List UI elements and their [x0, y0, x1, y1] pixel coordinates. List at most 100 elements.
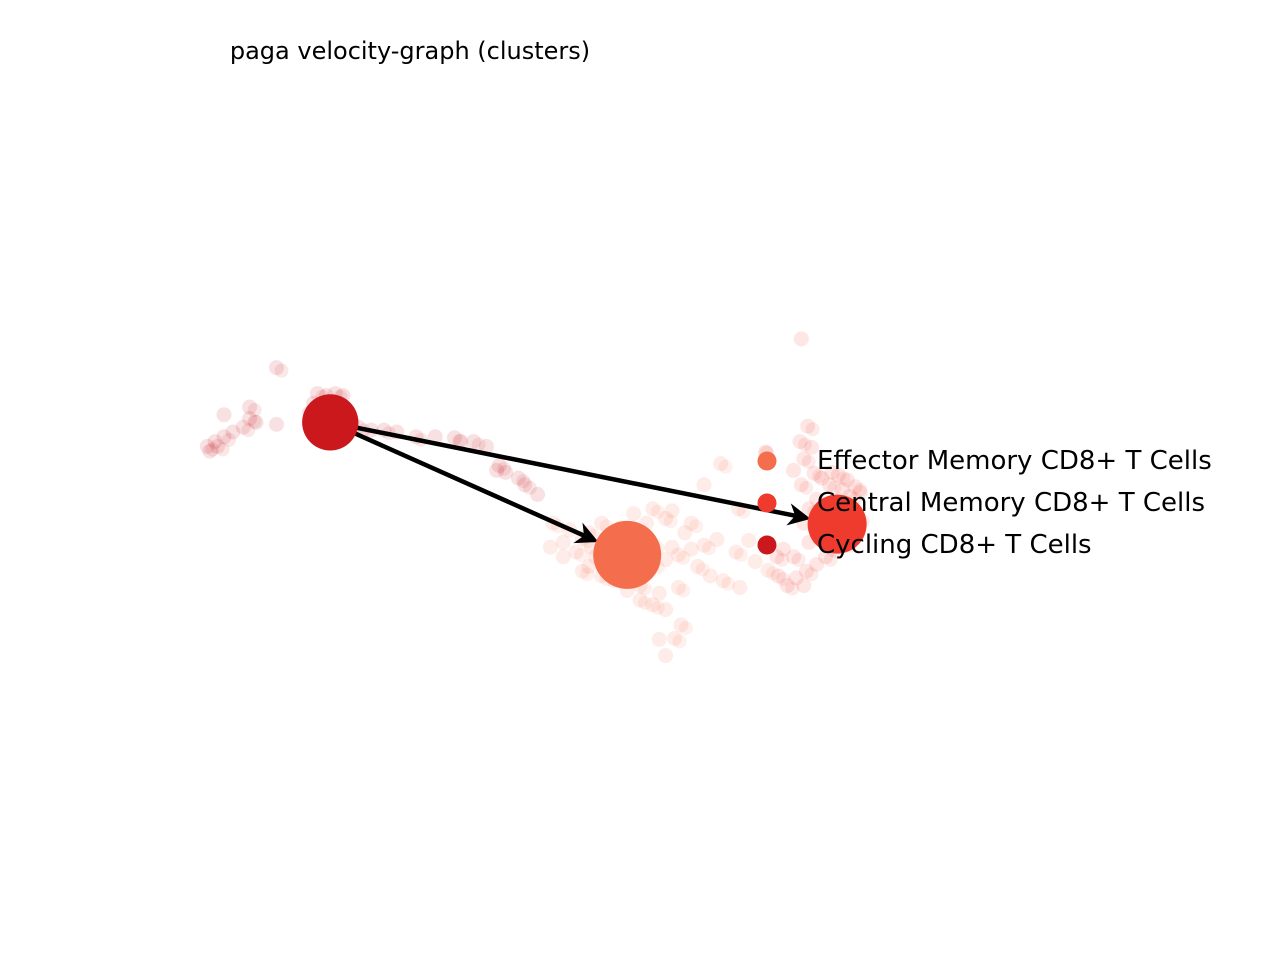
cell-point-series-1 [779, 578, 795, 594]
cell-point-series-2 [446, 430, 462, 446]
cell-point-series-1 [774, 552, 789, 567]
legend-marker [757, 493, 777, 513]
cell-point-series-0 [702, 568, 718, 584]
cell-point-series-2 [241, 423, 256, 438]
legend-marker [757, 535, 777, 555]
cell-point-series-0 [650, 504, 665, 519]
cell-point-series-2 [453, 434, 469, 450]
cell-point-series-1 [788, 570, 804, 586]
cell-point-series-1 [791, 552, 806, 567]
cell-point-series-0 [760, 562, 776, 578]
cell-point-series-2 [210, 438, 226, 454]
cell-point-series-2 [517, 477, 533, 493]
cell-point-series-2 [510, 470, 526, 486]
cell-point-series-0 [696, 477, 712, 493]
cell-point-series-2 [247, 403, 262, 418]
cell-point-series-0 [645, 597, 661, 613]
cell-point-series-0 [713, 456, 729, 472]
cell-point-series-1 [821, 477, 837, 493]
cell-point-series-0 [690, 558, 706, 574]
cell-point-series-0 [732, 580, 748, 596]
cell-point-series-1 [786, 462, 802, 478]
cell-point-series-0 [651, 585, 667, 601]
cell-point-series-0 [683, 541, 699, 557]
cell-point-series-1 [812, 469, 827, 484]
cell-point-series-1 [853, 482, 868, 497]
cell-point-series-1 [798, 563, 814, 579]
cell-point-series-2 [489, 462, 505, 478]
cell-point-series-0 [574, 548, 588, 562]
velocity-edges [337, 421, 811, 544]
cell-point-series-1 [847, 479, 863, 495]
cell-point-series-0 [673, 617, 689, 633]
cell-point-series-0 [580, 567, 595, 582]
cell-point-series-1 [801, 454, 816, 469]
cell-point-series-0 [581, 558, 597, 574]
cell-point-series-0 [672, 634, 687, 649]
cell-point-series-0 [695, 562, 710, 577]
cell-point-series-1 [800, 418, 816, 434]
cell-point-series-0 [568, 544, 584, 560]
cell-point-series-0 [632, 592, 648, 608]
cell-point-series-1 [776, 572, 791, 586]
cell-point-series-2 [478, 438, 494, 454]
legend-label: Central Memory CD8+ T Cells [817, 488, 1205, 518]
cell-point-series-1 [839, 472, 855, 488]
cell-point-series-0 [676, 583, 691, 598]
cell-point-series-0 [658, 602, 674, 618]
cell-point-series-2 [498, 464, 514, 480]
cell-point-series-1 [793, 477, 809, 493]
cell-point-series-2 [274, 363, 289, 378]
cell-point-series-2 [207, 434, 223, 450]
cell-point-series-2 [235, 419, 251, 435]
cell-point-series-0 [741, 532, 757, 548]
legend-marker [757, 451, 777, 471]
cell-point-series-1 [796, 578, 812, 594]
cell-point-series-0 [542, 539, 558, 555]
cell-point-series-2 [242, 411, 258, 427]
cluster-node [593, 520, 662, 589]
cell-point-series-0 [664, 539, 680, 555]
cell-point-series-1 [769, 549, 785, 565]
cell-point-series-1 [814, 470, 830, 486]
cell-point-series-0 [728, 544, 744, 560]
cell-point-series-0 [555, 534, 571, 550]
cell-point-series-0 [650, 600, 665, 615]
cell-point-series-1 [852, 484, 868, 500]
cell-point-series-0 [689, 519, 704, 534]
cell-point-series-0 [696, 537, 712, 553]
cell-point-series-1 [818, 549, 834, 565]
cell-point-series-0 [747, 554, 763, 570]
cell-point-series-1 [809, 556, 825, 572]
cell-point-series-1 [830, 467, 846, 483]
cell-point-series-0 [651, 631, 667, 647]
cell-point-series-2 [222, 432, 236, 447]
cell-point-series-1 [836, 471, 851, 486]
cell-point-series-0 [658, 552, 674, 568]
cell-point-series-1 [770, 568, 786, 584]
cell-point-series-0 [658, 510, 674, 526]
cell-point-series-2 [242, 399, 258, 415]
cell-point-series-2 [497, 461, 512, 476]
cell-point-series-0 [721, 576, 736, 591]
cell-point-series-1 [786, 549, 802, 565]
cell-point-series-0 [638, 596, 652, 610]
cell-point-series-0 [678, 620, 693, 635]
cell-point-series-1 [804, 439, 820, 455]
cell-point-series-1 [792, 434, 808, 450]
cell-point-series-2 [199, 438, 215, 454]
velocity-edge [337, 423, 599, 544]
cell-point-series-1 [806, 465, 822, 481]
cell-point-series-0 [715, 573, 731, 589]
velocity-edge [338, 421, 811, 526]
cell-point-series-0 [677, 525, 693, 541]
cell-point-series-0 [683, 515, 699, 531]
cell-point-series-2 [522, 480, 537, 495]
cell-point-series-1 [775, 541, 791, 557]
cell-point-series-1 [824, 464, 840, 480]
cell-point-series-1 [785, 581, 800, 596]
cell-point-series-1 [834, 482, 850, 498]
cell-point-series-0 [709, 532, 725, 548]
cell-point-series-0 [766, 566, 780, 581]
cell-point-series-2 [466, 434, 482, 450]
